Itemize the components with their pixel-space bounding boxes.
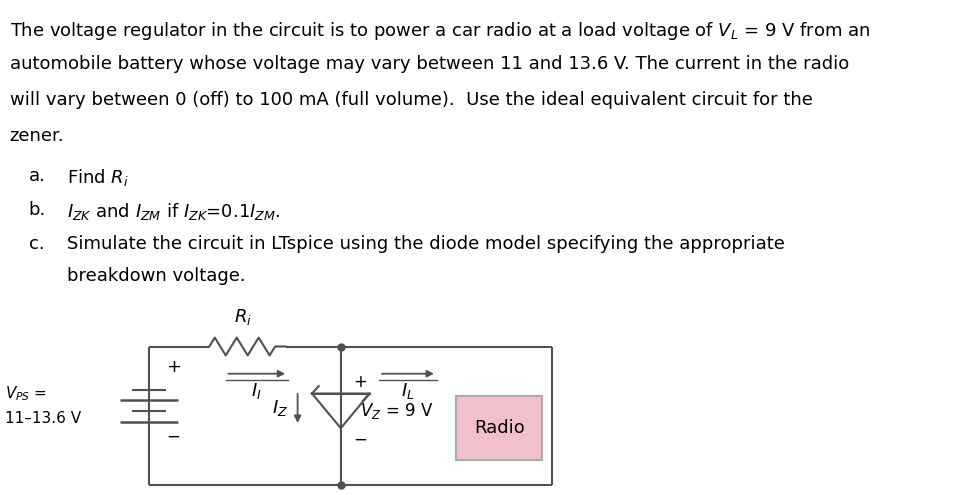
Text: will vary between 0 (off) to 100 mA (full volume).  Use the ideal equivalent cir: will vary between 0 (off) to 100 mA (ful… — [10, 91, 812, 109]
Text: +: + — [353, 373, 367, 391]
Text: automobile battery whose voltage may vary between 11 and 13.6 V. The current in : automobile battery whose voltage may var… — [10, 55, 849, 73]
Text: $R_i$: $R_i$ — [234, 307, 252, 327]
Text: 11–13.6 V: 11–13.6 V — [5, 411, 81, 426]
Text: $I_I$: $I_I$ — [252, 381, 262, 401]
Text: Radio: Radio — [474, 419, 524, 437]
Text: +: + — [166, 358, 181, 376]
Text: $V_Z$ = 9 V: $V_Z$ = 9 V — [360, 401, 434, 421]
Text: $I_{ZK}$ and $I_{ZM}$ if $I_{ZK}$=0.1$I_{ZM}$.: $I_{ZK}$ and $I_{ZM}$ if $I_{ZK}$=0.1$I_… — [67, 201, 280, 222]
Text: Find $R_i$: Find $R_i$ — [67, 167, 129, 188]
Text: c.: c. — [29, 235, 44, 253]
Text: The voltage regulator in the circuit is to power a car radio at a load voltage o: The voltage regulator in the circuit is … — [10, 20, 870, 42]
Bar — [456, 396, 542, 460]
Text: a.: a. — [29, 167, 46, 185]
Text: $V_{PS}$ =: $V_{PS}$ = — [5, 384, 47, 403]
Text: −: − — [166, 427, 180, 445]
Text: $I_L$: $I_L$ — [401, 381, 415, 401]
Text: −: − — [353, 431, 367, 448]
Text: Simulate the circuit in LTspice using the diode model specifying the appropriate: Simulate the circuit in LTspice using th… — [67, 235, 785, 253]
Text: b.: b. — [29, 201, 46, 219]
Text: $I_Z$: $I_Z$ — [272, 398, 288, 418]
Text: zener.: zener. — [10, 127, 64, 145]
Text: breakdown voltage.: breakdown voltage. — [67, 267, 246, 285]
